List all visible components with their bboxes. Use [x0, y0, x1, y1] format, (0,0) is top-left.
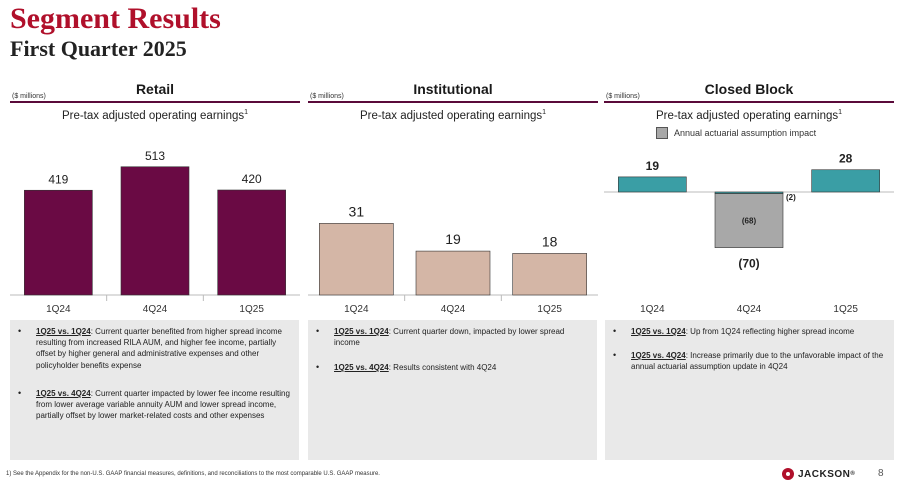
closed-block-units: ($ millions) — [606, 93, 640, 100]
legend-label: Annual actuarial assumption impact — [674, 128, 817, 138]
institutional-commentary: • 1Q25 vs. 1Q24: Current quarter down, im… — [308, 320, 597, 460]
institutional-bullet-2: • 1Q25 vs. 4Q24: Results consistent with … — [316, 362, 497, 372]
institutional-divider — [308, 101, 598, 103]
retail-value-label: 419 — [48, 172, 68, 186]
institutional-value-label: 19 — [445, 231, 461, 247]
institutional-bar-1q24 — [319, 223, 394, 296]
retail-commentary: • 1Q25 vs. 1Q24: Current quarter benefite… — [10, 320, 299, 460]
closed-block-bullet-2: • 1Q25 vs. 4Q24: Increase primarily due t… — [613, 350, 884, 372]
closed-total-label: (70) — [738, 257, 759, 271]
closed-bar-1q25 — [811, 169, 880, 193]
institutional-category-label: 1Q25 — [537, 304, 562, 315]
institutional-value-label: 31 — [349, 203, 365, 219]
retail-bullet-2: • 1Q25 vs. 4Q24: Current quarter impacted… — [18, 388, 290, 421]
closed-category-label: 1Q25 — [833, 304, 858, 315]
institutional-chart-title: Pre-tax adjusted operating earnings1 — [359, 109, 547, 122]
institutional-bullet-1: • 1Q25 vs. 1Q24: Current quarter down, im… — [316, 326, 565, 348]
closed-actuarial-bar — [714, 193, 784, 248]
closed-value-label: 19 — [646, 159, 660, 173]
institutional-title: Institutional — [413, 81, 493, 97]
retail-category-label: 1Q25 — [239, 304, 264, 315]
page-title: Segment Results — [10, 2, 221, 35]
retail-bar-4q24 — [120, 166, 190, 296]
closed-block-commentary: • 1Q25 vs. 1Q24: Up from 1Q24 reflecting … — [605, 320, 894, 460]
closed-actuarial-label: (68) — [742, 217, 757, 226]
retail-bar-1q25 — [217, 189, 286, 296]
institutional-units: ($ millions) — [310, 93, 344, 100]
closed-category-label: 1Q24 — [640, 304, 665, 315]
closed-value-label: 28 — [839, 152, 853, 166]
closed-block-bullet-1: • 1Q25 vs. 1Q24: Up from 1Q24 reflecting … — [613, 326, 855, 336]
institutional-value-label: 18 — [542, 233, 558, 249]
institutional-category-label: 1Q24 — [344, 304, 369, 315]
institutional-bar-4q24 — [415, 250, 491, 296]
page-number: 8 — [878, 468, 884, 479]
closed-block-chart: 19 1Q24 (2) (68) (70) 4Q24 28 1Q25 — [604, 152, 894, 315]
retail-value-label: 513 — [145, 149, 165, 163]
retail-category-label: 1Q24 — [46, 304, 71, 315]
retail-divider — [10, 101, 300, 103]
retail-title: Retail — [135, 81, 175, 97]
closed-category-label: 4Q24 — [737, 304, 762, 315]
closed-value-label: (2) — [786, 193, 796, 202]
closed-bar-1q24 — [618, 176, 687, 193]
institutional-chart: 31 1Q24 19 4Q24 18 1Q25 — [308, 203, 598, 315]
retail-bar-1q24 — [24, 189, 93, 296]
page-subtitle: First Quarter 2025 — [10, 36, 187, 61]
jackson-logo-icon — [782, 468, 794, 480]
retail-chart-title: Pre-tax adjusted operating earnings1 — [61, 109, 249, 122]
legend-swatch — [656, 127, 668, 139]
jackson-logo: JACKSON ® — [782, 468, 855, 480]
closed-block-chart-title: Pre-tax adjusted operating earnings1 — [655, 109, 843, 122]
retail-bullet-1: • 1Q25 vs. 1Q24: Current quarter benefite… — [18, 326, 282, 370]
retail-value-label: 420 — [242, 172, 262, 186]
retail-chart: 419 1Q24 513 4Q24 420 1Q25 — [10, 149, 300, 315]
closed-block-legend: Annual actuarial assumption impact — [656, 127, 816, 139]
institutional-category-label: 4Q24 — [441, 304, 466, 315]
closed-block-divider — [604, 101, 894, 103]
retail-category-label: 4Q24 — [143, 304, 168, 315]
retail-units: ($ millions) — [12, 93, 46, 100]
footnote: 1) See the Appendix for the non-U.S. GAA… — [6, 471, 380, 477]
institutional-bar-1q25 — [512, 253, 587, 296]
closed-block-title: Closed Block — [704, 81, 794, 97]
